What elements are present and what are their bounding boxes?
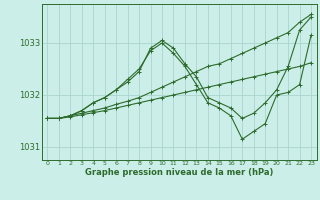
X-axis label: Graphe pression niveau de la mer (hPa): Graphe pression niveau de la mer (hPa)	[85, 168, 273, 177]
